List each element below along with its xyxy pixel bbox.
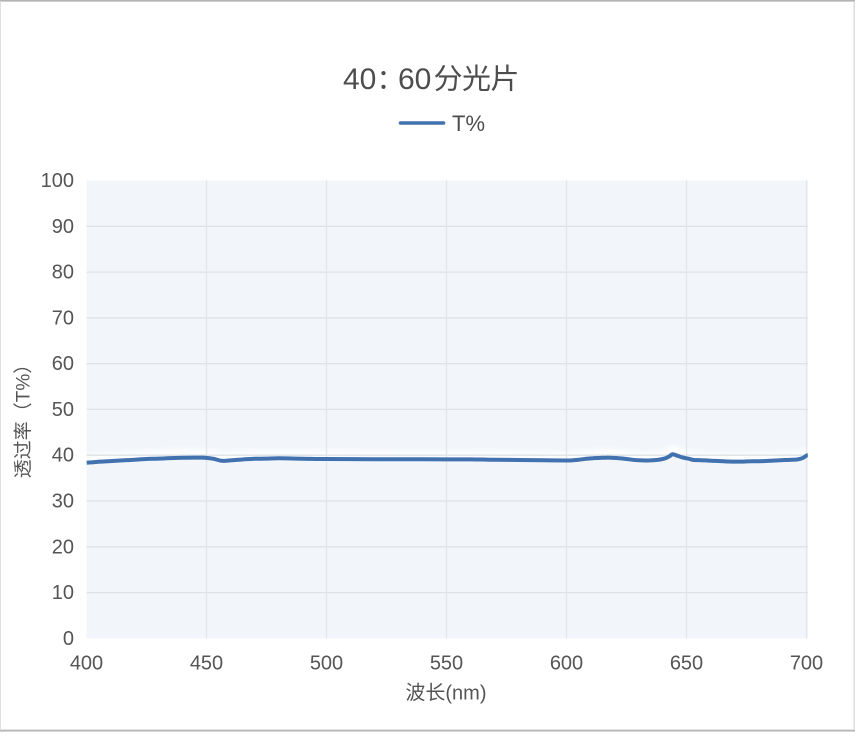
svg-text:20: 20 [52, 536, 74, 558]
svg-text:(nm): (nm) [445, 683, 486, 705]
svg-text:600: 600 [550, 653, 583, 675]
svg-text:0: 0 [63, 628, 74, 650]
svg-text:10: 10 [52, 582, 74, 604]
svg-text:60: 60 [52, 353, 74, 375]
svg-text:40: 40 [343, 63, 376, 96]
svg-text:80: 80 [52, 262, 74, 284]
svg-text:30: 30 [52, 491, 74, 513]
svg-text:450: 450 [190, 653, 223, 675]
svg-text:60: 60 [398, 63, 431, 96]
svg-text:T%: T% [14, 374, 35, 403]
svg-text:550: 550 [430, 653, 463, 675]
svg-text:700: 700 [790, 653, 823, 675]
svg-text:50: 50 [52, 399, 74, 421]
svg-text:500: 500 [310, 653, 343, 675]
svg-text:40: 40 [52, 445, 74, 467]
svg-text:90: 90 [52, 216, 74, 238]
svg-text:70: 70 [52, 307, 74, 329]
svg-text:400: 400 [70, 653, 103, 675]
svg-text:100: 100 [41, 170, 74, 192]
svg-text:T%: T% [452, 111, 485, 136]
svg-text:650: 650 [670, 653, 703, 675]
